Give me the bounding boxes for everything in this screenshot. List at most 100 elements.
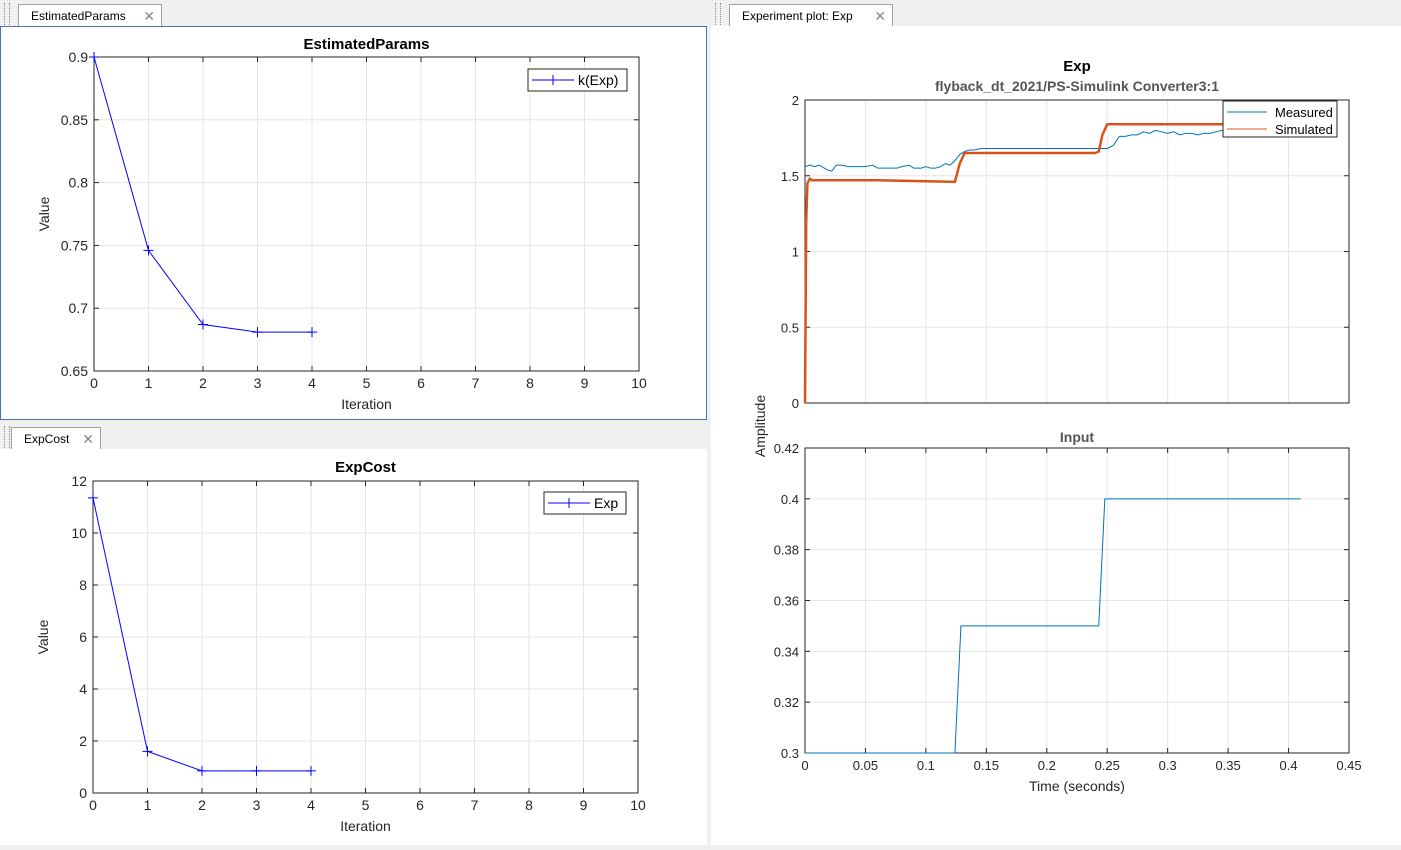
legend-box (1222, 100, 1338, 138)
y-tick-label: 4 (79, 681, 87, 697)
legend-box (527, 68, 628, 92)
tab-exp-cost[interactable]: ExpCost ✕ (11, 427, 101, 449)
y-tick-label: 0.3 (781, 746, 799, 761)
x-tick-label: 0.3 (1159, 758, 1177, 773)
x-tick-label: 4 (308, 375, 316, 391)
y-tick-label: 0.65 (61, 363, 88, 379)
x-tick-label: 1 (144, 797, 152, 813)
y-tick-label: 0.85 (61, 112, 88, 128)
tab-label: EstimatedParams (31, 9, 126, 23)
x-tick-label: 9 (580, 797, 588, 813)
y-tick-label: 12 (71, 473, 87, 489)
drag-grip[interactable] (4, 3, 10, 25)
x-tick-label: 0 (801, 758, 808, 773)
y-axis-label: Value (35, 619, 51, 654)
legend-marker (564, 498, 574, 508)
y-tick-label: 10 (71, 525, 87, 541)
cost-chart: 0 1 2 3 4 5 6 7 8 9 10024681012ExpCostIterationVal… (35, 459, 646, 834)
y-tick-label: 0.75 (61, 237, 88, 253)
y-tick-label: 0.8 (69, 175, 89, 191)
close-icon[interactable]: ✕ (143, 8, 155, 24)
chart-subtitle: flyback_dt_2021/PS-Simulink Converter3:1 (935, 78, 1219, 94)
x-tick-label: 5 (363, 375, 371, 391)
x-tick-label: 3 (254, 375, 262, 391)
x-tick-label: 7 (472, 375, 480, 391)
x-tick-label: 0.1 (917, 758, 935, 773)
data-point-marker (198, 319, 208, 330)
y-tick-label: 1 (792, 245, 799, 260)
legend-label: Measured (1275, 105, 1333, 120)
experiment-tabstrip: Experiment plot: Exp ✕ (711, 0, 1401, 27)
x-tick-label: 0.2 (1038, 758, 1056, 773)
params-tabstrip: EstimatedParams ✕ (0, 0, 707, 27)
x-tick-label: 10 (631, 375, 647, 391)
chart-title: EstimatedParams (304, 36, 430, 53)
series-line (805, 498, 1301, 754)
params-panel: 0 1 2 3 4 5 6 7 8 9 10 0.65 0.7 0.75 0.8 0.85 0.9 Estimat… (0, 26, 707, 420)
chart-title: Input (1060, 429, 1095, 445)
chart-title: Exp (1063, 58, 1091, 75)
data-point-marker (306, 765, 316, 776)
series-line (804, 129, 1301, 172)
data-point-marker (89, 52, 99, 62)
legend-label: Simulated (1275, 122, 1333, 137)
x-tick-label: 6 (416, 797, 424, 813)
x-tick-label: 4 (307, 797, 315, 813)
x-tick-label: 0.15 (974, 758, 999, 773)
x-tick-label: 0.25 (1095, 758, 1120, 773)
x-tick-label: 2 (198, 797, 206, 813)
experiment-panel: 0 0.5 1 1.5 2 Exp flyback_dt_2021/PS-Simulink … (711, 26, 1401, 845)
close-icon[interactable]: ✕ (874, 8, 886, 24)
x-tick-label: 7 (471, 797, 479, 813)
y-tick-label: 6 (79, 629, 87, 645)
x-tick-label: 8 (525, 797, 533, 813)
x-tick-label: 6 (417, 375, 425, 391)
x-tick-label: 3 (253, 797, 261, 813)
series-line (803, 122, 1301, 404)
y-tick-label: 0.5 (781, 320, 799, 335)
tab-estimated-params[interactable]: EstimatedParams ✕ (18, 4, 162, 26)
x-tick-label: 8 (526, 375, 534, 391)
chart-title: ExpCost (335, 459, 396, 476)
y-axis-label: Value (36, 196, 52, 231)
y-tick-label: 8 (79, 577, 87, 593)
cost-tabstrip: ExpCost ✕ (0, 423, 707, 450)
x-tick-label: 10 (630, 797, 646, 813)
y-tick-label: 0.42 (774, 441, 799, 456)
x-tick-label: 0 (90, 375, 98, 391)
y-tick-label: 0 (792, 396, 799, 411)
drag-grip[interactable] (4, 426, 10, 448)
x-tick-label: 2 (199, 375, 207, 391)
data-point-marker (197, 765, 207, 776)
params-chart: 0 1 2 3 4 5 6 7 8 9 10 0.65 0.7 0.75 0.8 0.85 0.9 Estimat… (36, 36, 647, 412)
data-point-marker (307, 327, 317, 338)
data-point-marker (143, 245, 154, 256)
x-tick-label: 0.35 (1215, 758, 1240, 773)
data-point-marker (142, 746, 153, 757)
x-axis-label: Iteration (340, 818, 391, 834)
x-axis-label: Time (seconds) (1029, 778, 1125, 794)
y-tick-label: 0.7 (69, 300, 89, 316)
x-tick-label: 9 (581, 375, 589, 391)
cost-panel: 0 1 2 3 4 5 6 7 8 9 10 0 2 4 6 8 10 12 ExpCost Iteration Val… (0, 449, 707, 845)
y-tick-label: 1.5 (781, 169, 799, 184)
data-point-marker (88, 492, 98, 503)
x-axis-label: Iteration (341, 396, 392, 412)
tab-label: ExpCost (24, 432, 70, 446)
y-tick-label: 2 (792, 93, 799, 108)
x-tick-label: 0.05 (853, 758, 878, 773)
y-axis-label: Amplitude (752, 395, 768, 457)
y-tick-label: 0.4 (781, 492, 799, 507)
x-tick-label: 5 (362, 797, 370, 813)
tab-experiment-plot[interactable]: Experiment plot: Exp ✕ (729, 4, 893, 26)
legend-marker (548, 75, 558, 85)
y-tick-label: 0.36 (774, 594, 799, 609)
x-tick-label: 0.4 (1280, 758, 1298, 773)
x-tick-label: 0.45 (1336, 758, 1361, 773)
y-tick-label: 2 (79, 733, 87, 749)
y-tick-label: 0.38 (774, 543, 799, 558)
drag-grip[interactable] (715, 3, 721, 25)
data-point-marker (251, 765, 262, 776)
close-icon[interactable]: ✕ (82, 431, 94, 447)
data-point-marker (252, 327, 263, 338)
